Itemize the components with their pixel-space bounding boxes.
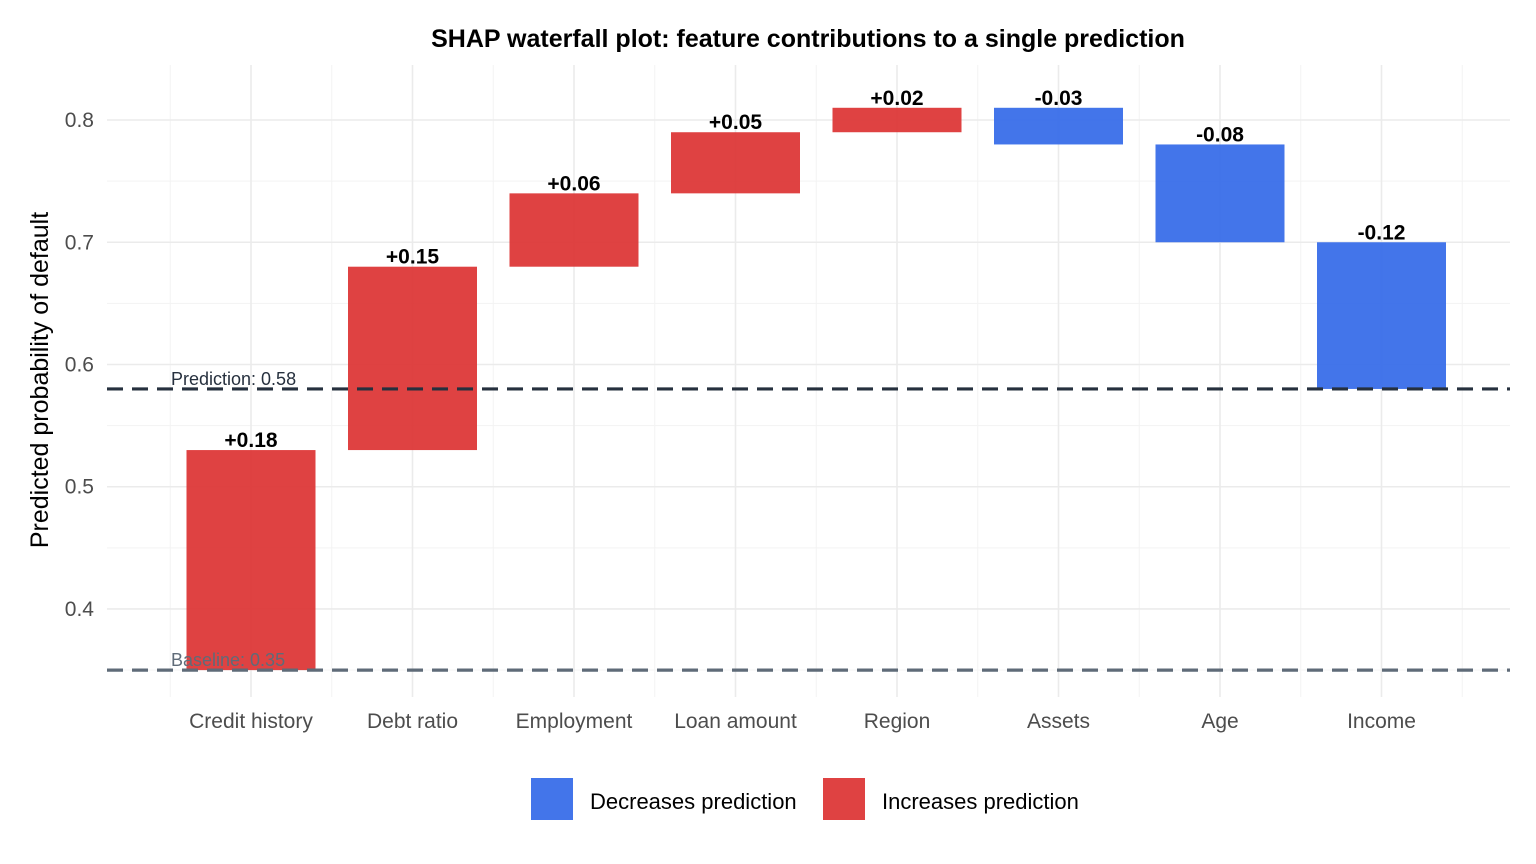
legend: Decreases prediction Increases prediction (531, 778, 1079, 820)
legend-label-increase: Increases prediction (882, 789, 1079, 814)
y-axis-title: Predicted probability of default (26, 212, 54, 548)
waterfall-bar (186, 450, 316, 671)
bar-value-label: +0.02 (870, 87, 923, 110)
chart-title: SHAP waterfall plot: feature contributio… (431, 25, 1185, 53)
y-tick-label: 0.4 (65, 598, 95, 621)
bar-value-label: +0.05 (709, 111, 762, 134)
bar-value-label: -0.08 (1196, 123, 1244, 146)
reference-lines: Baseline: 0.35 Prediction: 0.58 (107, 369, 1510, 672)
waterfall-bar (832, 107, 962, 133)
waterfall-bar (509, 193, 639, 267)
bar-value-label: +0.06 (547, 172, 600, 195)
y-tick-label: 0.8 (65, 109, 94, 132)
y-tick-label: 0.5 (65, 476, 94, 499)
waterfall-bar (348, 266, 477, 451)
waterfall-bar (671, 132, 800, 194)
bar-value-label: -0.03 (1035, 87, 1083, 110)
y-tick-label: 0.7 (65, 231, 94, 254)
x-tick-label: Employment (516, 710, 633, 733)
value-labels: +0.18 +0.15 +0.06 +0.05 +0.02 -0.03 -0.08 -0.12 (224, 87, 1405, 452)
waterfall-bar (994, 107, 1123, 145)
y-tick-label: 0.6 (65, 353, 94, 376)
legend-key-increase (823, 778, 865, 820)
legend-label-decrease: Decreases prediction (590, 789, 797, 814)
bar-value-label: +0.18 (224, 429, 277, 452)
x-tick-label: Income (1347, 710, 1416, 733)
waterfall-bar (1317, 242, 1446, 389)
prediction-label: Prediction: 0.58 (171, 369, 296, 389)
x-tick-label: Age (1201, 710, 1238, 733)
axes: 0.4 0.5 0.6 0.7 0.8 Credit history Debt ratio E… (65, 109, 1416, 733)
bar-value-label: -0.12 (1358, 221, 1406, 244)
grid-lines (107, 65, 1510, 697)
legend-key-decrease (531, 778, 573, 820)
baseline-label: Baseline: 0.35 (171, 650, 285, 670)
waterfall-bar (1155, 144, 1285, 243)
waterfall-bars (186, 107, 1446, 671)
x-tick-label: Loan amount (674, 710, 797, 733)
x-tick-label: Region (864, 710, 931, 733)
bar-value-label: +0.15 (386, 246, 439, 269)
x-tick-label: Debt ratio (367, 710, 458, 733)
x-tick-label: Credit history (189, 710, 313, 733)
x-tick-label: Assets (1027, 710, 1090, 733)
